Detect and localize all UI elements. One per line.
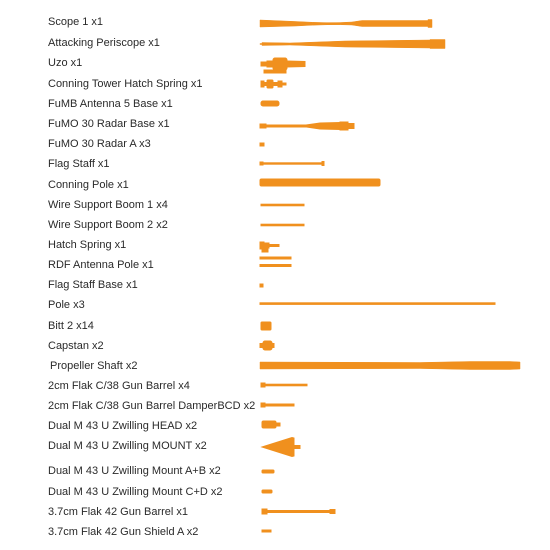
attacking-periscope-silhouette — [259, 39, 446, 49]
3-7cm-flak-gun-shield-a-silhouette — [261, 529, 272, 533]
part-label-propeller-shaft: Propeller Shaft x2 — [50, 360, 138, 372]
hatch-spring-silhouette — [259, 241, 280, 253]
flag-staff-silhouette — [259, 161, 325, 166]
fumo-30-radar-a-silhouette — [259, 142, 265, 147]
part-label-dual-m43-zwilling-mount-cd: Dual M 43 U Zwilling Mount C+D x2 — [48, 486, 223, 498]
3-7cm-flak-gun-barrel-silhouette — [261, 508, 336, 515]
part-label-uzo: Uzo x1 — [48, 57, 83, 69]
part-label-bitt-2: Bitt 2 x14 — [48, 320, 94, 332]
part-label-conning-pole: Conning Pole x1 — [48, 179, 129, 191]
part-label-pole: Pole x3 — [48, 299, 85, 311]
part-label-3-7cm-flak-gun-barrel: 3.7cm Flak 42 Gun Barrel x1 — [48, 506, 189, 518]
dual-m43-zwilling-mount-ab-silhouette — [261, 469, 275, 474]
part-label-fumo-30-radar-a: FuMO 30 Radar A x3 — [48, 138, 151, 150]
part-label-flag-staff-base: Flag Staff Base x1 — [48, 279, 138, 291]
part-label-2cm-flak-gun-barrel: 2cm Flak C/38 Gun Barrel x4 — [48, 380, 190, 392]
fumb-antenna-5-base-silhouette — [260, 100, 280, 107]
capstan-silhouette — [259, 340, 275, 351]
part-label-scope-1: Scope 1 x1 — [48, 16, 104, 28]
part-label-wire-support-boom-1: Wire Support Boom 1 x4 — [48, 199, 168, 211]
fumo-30-radar-base-silhouette — [259, 121, 355, 131]
flag-staff-base-silhouette — [259, 283, 264, 288]
2cm-flak-gun-barrel-silhouette — [260, 382, 308, 388]
dual-m43-zwilling-mount-silhouette — [260, 436, 301, 458]
wire-support-boom-2-silhouette — [260, 223, 305, 227]
part-label-fumb-antenna-5-base: FuMB Antenna 5 Base x1 — [48, 98, 173, 110]
part-label-flag-staff: Flag Staff x1 — [48, 158, 110, 170]
part-label-fumo-30-radar-base: FuMO 30 Radar Base x1 — [48, 118, 170, 130]
propeller-shaft-silhouette — [259, 361, 521, 370]
part-label-attacking-periscope: Attacking Periscope x1 — [48, 37, 160, 49]
part-label-dual-m43-zwilling-mount: Dual M 43 U Zwilling MOUNT x2 — [48, 440, 207, 452]
part-label-dual-m43-zwilling-head: Dual M 43 U Zwilling HEAD x2 — [48, 420, 198, 432]
conning-pole-silhouette — [259, 178, 381, 187]
uzo-silhouette — [260, 57, 306, 74]
part-label-3-7cm-flak-gun-shield-a: 3.7cm Flak 42 Gun Shield A x2 — [48, 526, 199, 538]
conning-tower-hatch-spring-silhouette — [260, 79, 287, 89]
2cm-flak-gun-barrel-damper-silhouette — [260, 402, 295, 408]
part-label-conning-tower-hatch-spring: Conning Tower Hatch Spring x1 — [48, 78, 203, 90]
rdf-antenna-pole-silhouette — [259, 256, 292, 267]
part-label-hatch-spring: Hatch Spring x1 — [48, 239, 127, 251]
dual-m43-zwilling-head-silhouette — [261, 420, 281, 429]
scope-1-silhouette — [259, 19, 433, 28]
dual-m43-zwilling-mount-cd-silhouette — [261, 489, 273, 494]
wire-support-boom-1-silhouette — [260, 203, 305, 207]
part-label-wire-support-boom-2: Wire Support Boom 2 x2 — [48, 219, 168, 231]
part-label-2cm-flak-gun-barrel-damper: 2cm Flak C/38 Gun Barrel DamperBCD x2 — [48, 400, 256, 412]
part-label-capstan: Capstan x2 — [48, 340, 104, 352]
part-label-rdf-antenna-pole: RDF Antenna Pole x1 — [48, 259, 154, 271]
part-label-dual-m43-zwilling-mount-ab: Dual M 43 U Zwilling Mount A+B x2 — [48, 465, 221, 477]
bitt-2-silhouette — [260, 321, 272, 331]
pole-silhouette — [259, 302, 496, 305]
